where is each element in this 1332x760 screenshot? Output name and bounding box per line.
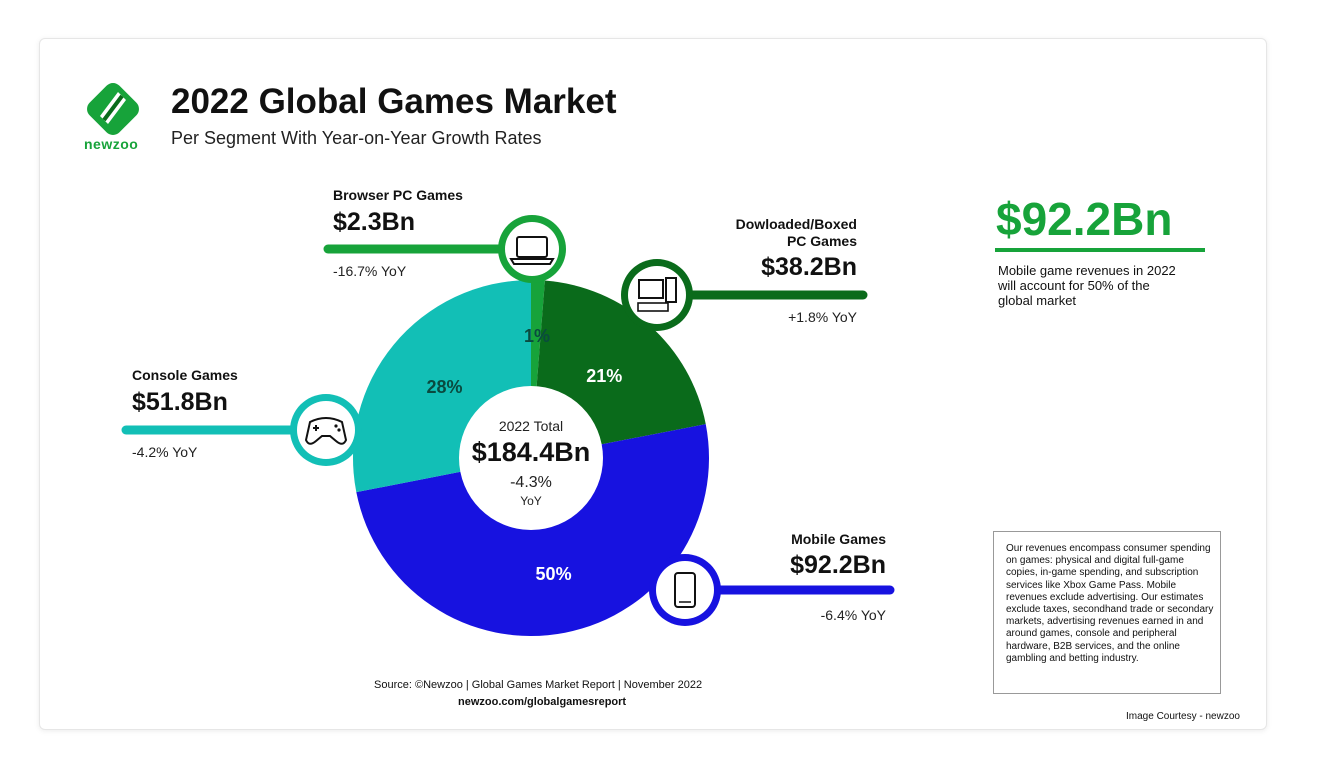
donut-hole: [459, 386, 603, 530]
downloaded-segment-name-line1: Dowloaded/Boxed: [735, 216, 857, 232]
smartphone-icon: [649, 554, 721, 626]
source-url: newzoo.com/globalgamesreport: [458, 696, 627, 708]
center-label: 2022 Total: [498, 418, 564, 434]
browser-segment-value: $2.3Bn: [333, 208, 415, 236]
center-yoy: -4.3%: [510, 474, 552, 491]
logo-wordmark: newzoo: [84, 136, 139, 152]
laptop-icon: [498, 215, 566, 283]
source-note: Source: ©Newzoo | Global Games Market Re…: [374, 679, 703, 691]
slice-console-percent-label: 28%: [427, 377, 463, 397]
mobile-highlight-value: $92.2Bn: [996, 193, 1173, 245]
mobile-segment-yoy: -6.4% YoY: [820, 607, 886, 623]
mobile-segment-name: Mobile Games: [791, 531, 886, 547]
downloaded-segment-value: $38.2Bn: [761, 253, 857, 281]
slice-downloaded-pc-percent-label: 21%: [586, 366, 622, 386]
page-subtitle: Per Segment With Year-on-Year Growth Rat…: [171, 128, 542, 148]
center-yoy-unit: YoY: [520, 494, 542, 508]
mobile-highlight-note: Mobile game revenues in 2022 will accoun…: [998, 263, 1176, 308]
downloaded-segment-name-line2: PC Games: [786, 233, 857, 249]
page-title: 2022 Global Games Market: [171, 82, 617, 121]
newzoo-logo-icon: [87, 83, 139, 135]
downloaded-segment-yoy: +1.8% YoY: [788, 309, 857, 325]
browser-segment-name: Browser PC Games: [333, 187, 463, 203]
center-total-value: $184.4Bn: [471, 437, 591, 467]
mobile-segment-value: $92.2Bn: [790, 551, 886, 579]
gamepad-icon: [290, 394, 362, 466]
console-segment-name: Console Games: [132, 367, 238, 383]
desktop-pc-icon: [621, 259, 693, 331]
highlight-underline: [995, 248, 1205, 252]
console-segment-yoy: -4.2% YoY: [132, 444, 198, 460]
slice-mobile: [356, 424, 710, 637]
slice-mobile-percent-label: 50%: [536, 564, 572, 584]
console-segment-value: $51.8Bn: [132, 388, 228, 416]
image-courtesy: Image Courtesy - newzoo: [1126, 711, 1240, 722]
disclaimer-box: Our revenues encompass consumer spending…: [993, 531, 1221, 694]
slice-browser-pc-percent-label: 1%: [524, 326, 550, 346]
browser-segment-yoy: -16.7% YoY: [333, 263, 407, 279]
